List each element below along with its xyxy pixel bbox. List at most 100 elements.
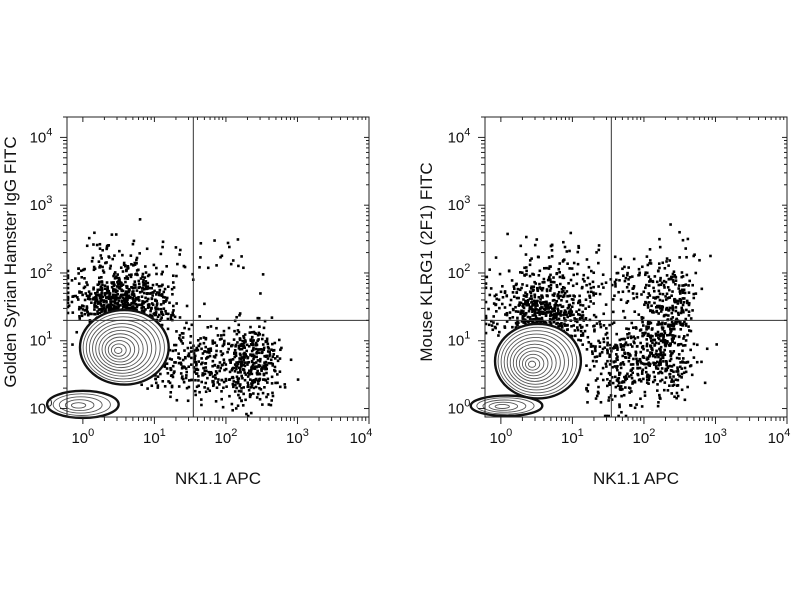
event-dot — [99, 307, 102, 311]
event-dot — [630, 345, 634, 348]
contour-line — [58, 396, 103, 414]
event-dot — [624, 414, 628, 418]
event-dot — [658, 292, 662, 296]
event-dot — [192, 352, 196, 355]
event-dot — [115, 285, 119, 288]
contour-line — [518, 350, 549, 377]
event-dot — [667, 314, 670, 317]
event-dot — [550, 310, 554, 313]
event-dot — [528, 316, 532, 319]
event-dot — [121, 253, 124, 257]
event-dot — [97, 308, 101, 311]
event-dot — [131, 242, 135, 246]
event-dot — [618, 278, 621, 282]
event-dot — [519, 271, 522, 274]
event-dot — [687, 325, 690, 328]
event-dot — [575, 318, 578, 321]
event-dot — [647, 326, 650, 330]
event-dot — [671, 324, 675, 328]
event-dot — [269, 358, 273, 362]
event-dot — [138, 218, 142, 221]
event-dot — [236, 329, 240, 332]
event-dot — [156, 384, 160, 387]
event-dot — [586, 401, 589, 404]
event-dot — [681, 238, 685, 242]
event-dot — [260, 369, 263, 372]
event-dot — [195, 385, 199, 389]
event-dot — [193, 389, 197, 393]
event-dot — [198, 342, 202, 346]
event-dot — [635, 361, 639, 365]
event-dot — [531, 289, 535, 293]
event-dot — [679, 323, 683, 326]
event-dot — [138, 285, 142, 289]
event-dot — [121, 296, 125, 299]
event-dot — [537, 308, 541, 312]
event-dot — [555, 299, 559, 303]
event-dot — [550, 243, 554, 247]
event-dot — [132, 293, 135, 296]
event-dot — [658, 266, 661, 270]
event-dot — [117, 299, 121, 302]
event-dot — [665, 368, 669, 372]
event-dot — [207, 370, 211, 374]
event-dot — [664, 376, 668, 379]
event-dot — [495, 293, 498, 297]
event-dot — [227, 326, 231, 330]
event-dot — [78, 305, 81, 309]
event-dot — [565, 328, 569, 332]
event-dot — [149, 313, 152, 317]
event-dot — [624, 378, 627, 382]
event-dot — [146, 285, 150, 288]
event-dot — [256, 333, 260, 337]
event-dot — [208, 354, 212, 358]
event-dot — [113, 283, 116, 287]
event-dot — [238, 352, 242, 356]
contour-line — [107, 340, 131, 360]
event-dot — [681, 361, 685, 364]
event-dot — [96, 283, 100, 287]
event-dot — [242, 346, 245, 349]
event-dot — [238, 367, 242, 370]
event-dot — [652, 338, 655, 342]
event-dot — [684, 324, 688, 327]
event-dot — [686, 385, 689, 389]
event-dot — [161, 270, 164, 274]
event-dot — [276, 381, 279, 385]
event-dot — [649, 351, 652, 354]
event-dot — [526, 299, 530, 302]
event-dot — [616, 368, 619, 372]
event-dot — [181, 377, 185, 381]
event-dot — [117, 276, 121, 280]
event-dot — [676, 366, 679, 369]
event-dot — [659, 359, 662, 362]
event-dot — [81, 293, 84, 297]
event-dot — [533, 321, 536, 324]
event-dot — [633, 337, 637, 340]
event-dot — [671, 275, 674, 279]
x-tick-exponent: 3 — [721, 427, 727, 439]
event-dot — [107, 308, 111, 312]
event-dot — [584, 307, 587, 310]
event-dot — [658, 323, 661, 326]
event-dot — [640, 293, 643, 296]
event-dot — [253, 367, 257, 370]
event-dot — [92, 297, 96, 300]
event-dot — [640, 405, 644, 408]
event-dot — [143, 300, 147, 304]
event-dot — [190, 323, 194, 327]
event-dot — [228, 378, 232, 381]
event-dot — [183, 355, 187, 359]
event-dot — [150, 302, 154, 305]
event-dot — [249, 353, 253, 357]
event-dot — [660, 323, 664, 326]
event-dot — [683, 291, 687, 295]
event-dot — [87, 296, 90, 300]
event-dot — [221, 405, 225, 409]
event-dot — [107, 295, 111, 298]
event-dot — [259, 348, 263, 351]
event-dot — [253, 361, 256, 365]
event-dot — [103, 284, 107, 288]
event-dot — [596, 377, 599, 380]
event-dot — [694, 292, 698, 295]
